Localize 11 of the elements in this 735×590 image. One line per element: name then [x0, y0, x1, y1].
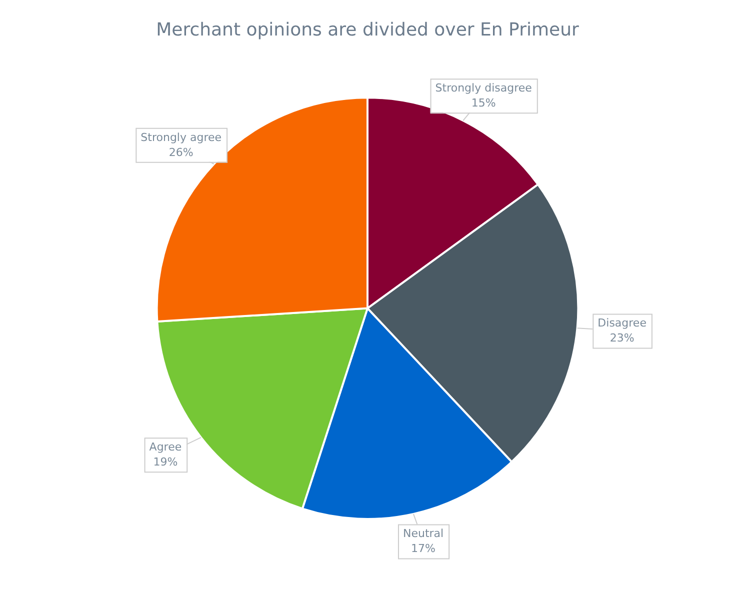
data-label: 26% [168, 146, 194, 159]
slice-label: Agree [149, 440, 182, 454]
slice-label: Strongly agree [140, 130, 222, 144]
data-label: 19% [153, 455, 178, 468]
slice-label: Strongly disagree [435, 81, 532, 94]
data-label: 17% [411, 542, 436, 556]
chart-title: Merchant opinions are divided over En Primeur [156, 19, 580, 40]
slice-label: Neutral [402, 527, 444, 540]
slice-label: Disagree [598, 316, 647, 330]
data-label: 15% [471, 96, 496, 110]
data-label: 23% [610, 332, 634, 345]
